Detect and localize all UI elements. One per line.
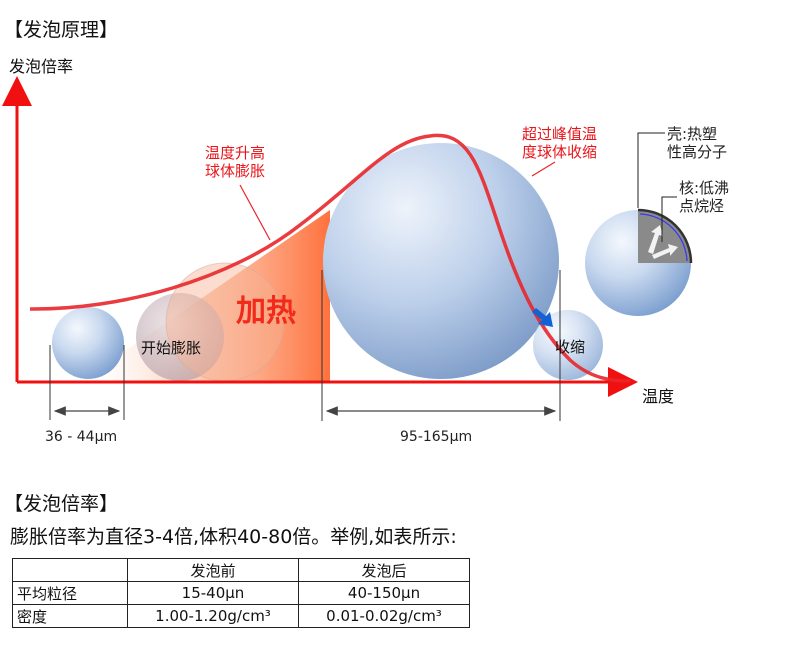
table-header-cell: 发泡前 [127,558,299,582]
x-axis-label: 温度 [642,387,675,406]
inner-shell-arc [639,213,688,262]
table-header-cell: 发泡后 [298,558,470,582]
table-cell: 0.01-0.02g/cm³ [298,604,470,628]
table-cell: 40-150μn [298,581,470,605]
table-header-row: 发泡前 发泡后 [12,558,470,582]
shell-arc [637,208,693,264]
annotation-heating: 加热 [236,294,296,329]
table-row: 密度 1.00-1.20g/cm³ 0.01-0.02g/cm³ [12,604,470,628]
ratio-description: 膨胀倍率为直径3-4倍,体积40-80倍。举例,如表所示: [10,526,457,548]
table-cell: 密度 [12,604,128,628]
table-header-cell [12,558,128,582]
section-title-principle: 【发泡原理】 [4,19,119,41]
foaming-curve [29,133,631,383]
annotation-start-expand: 开始膨胀 [141,339,202,357]
table-row: 平均粒径 15-40μn 40-150μn [12,581,470,605]
annotation-peak-line1: 超过峰值温 [522,125,598,143]
rise-leader-line [239,184,271,241]
section-title-ratio: 【发泡倍率】 [4,493,119,515]
annotation-core-line1: 核:低沸 [679,179,730,197]
annotation-peak: 超过峰值温 度球体收缩 [522,125,597,161]
gas-arrow-up-icon [648,225,663,254]
annotation-rise: 温度升高 球体膨胀 [205,144,265,180]
shrink-arrow-icon [532,308,553,327]
annotation-core: 核:低沸 点烷烃 [679,179,729,215]
annotation-shell: 壳:热塑 性高分子 [667,125,727,161]
annotation-shrink: 收缩 [555,338,586,356]
peak-leader-line [531,161,556,177]
annotation-peak-line2: 度球体收缩 [522,143,598,161]
table-cell: 1.00-1.20g/cm³ [127,604,299,628]
annotation-rise-line2: 球体膨胀 [205,162,266,180]
gas-arrow-right-icon [652,244,678,259]
table-cell: 平均粒径 [12,581,128,605]
dimension-large-label: 95-165μm [400,429,473,445]
expanding-sphere-1 [136,293,224,381]
dimension-small-label: 36 - 44μm [45,429,118,445]
shrunk-sphere [533,310,603,380]
shell-leader-line [637,132,665,208]
y-axis-label: 发泡倍率 [9,57,74,76]
annotation-core-line2: 点烷烃 [679,197,725,215]
annotation-shell-line2: 性高分子 [667,143,728,161]
annotation-rise-line1: 温度升高 [205,144,266,162]
table-cell: 15-40μn [127,581,299,605]
foaming-diagram [1,76,693,421]
core-leader-line [661,196,677,242]
comparison-table: 发泡前 发泡后 平均粒径 15-40μn 40-150μn 密度 1.00-1.… [12,558,470,628]
annotation-shell-line1: 壳:热塑 [667,125,718,143]
small-sphere [52,307,124,379]
large-sphere [323,143,559,379]
